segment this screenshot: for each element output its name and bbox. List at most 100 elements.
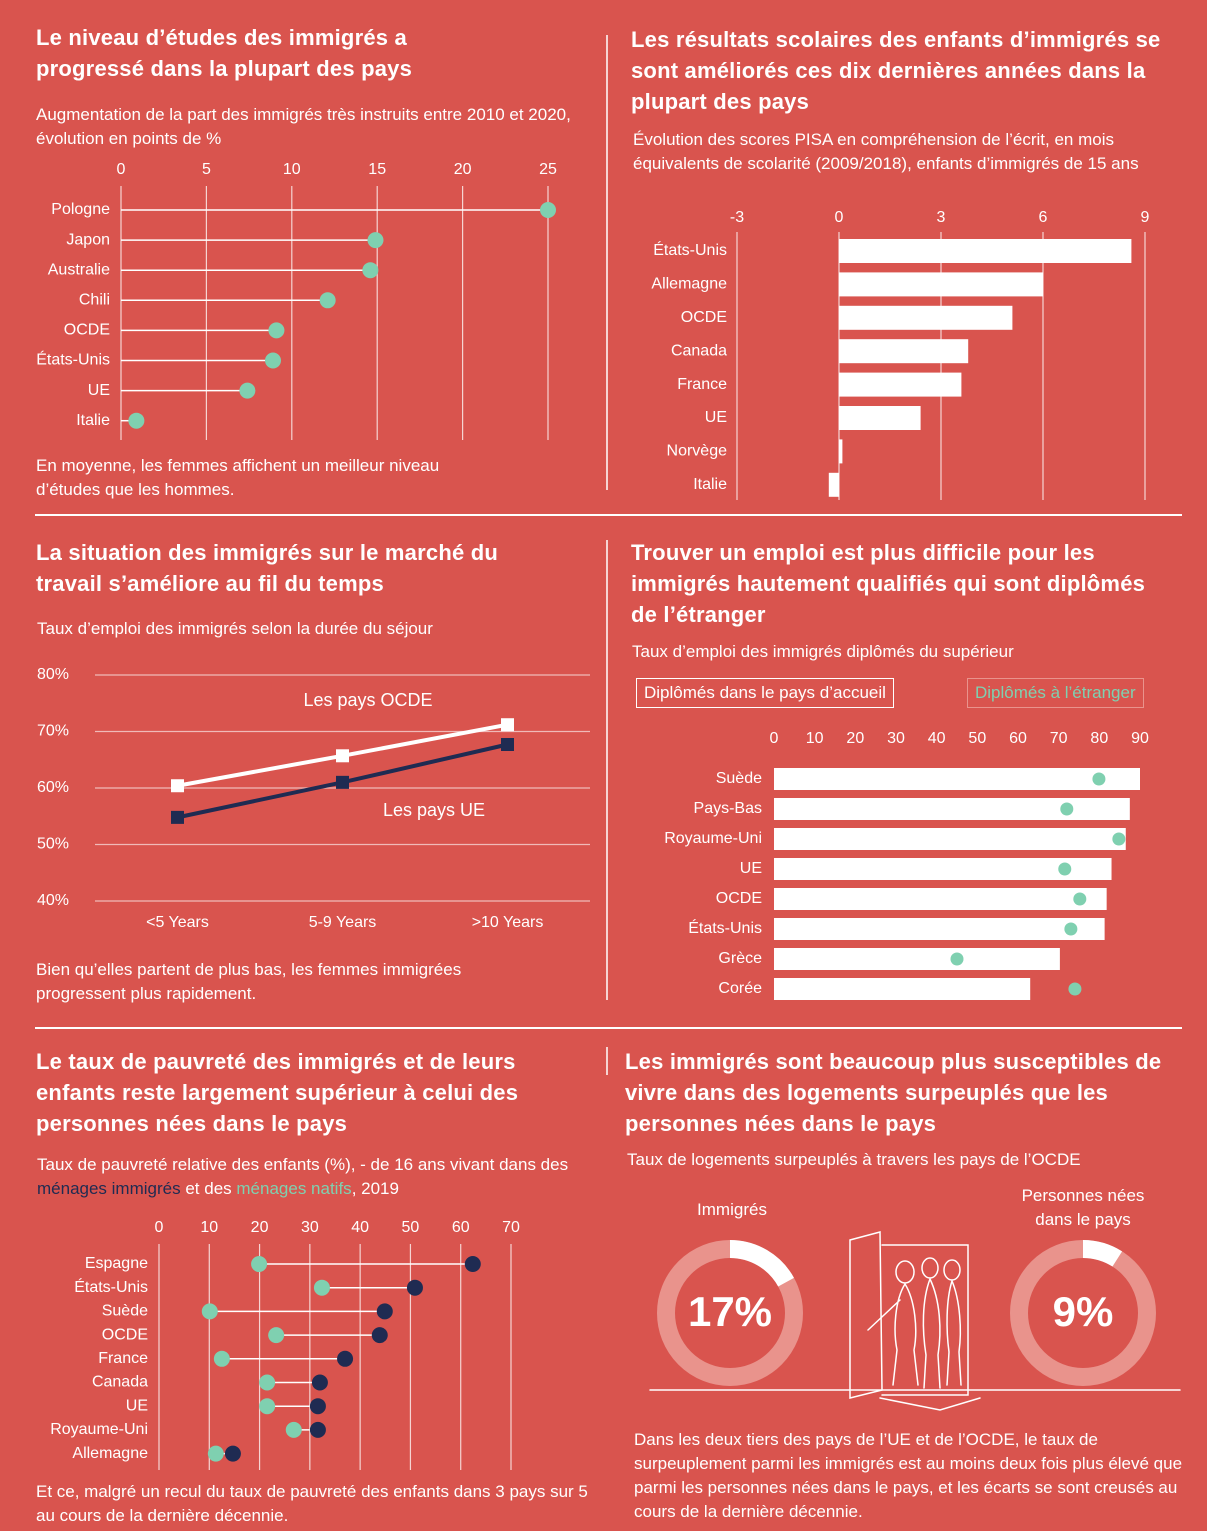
dot <box>224 1445 241 1462</box>
dot <box>1068 982 1082 996</box>
y-tick-label: Pays-Bas <box>694 800 762 817</box>
legend-item: ménages immigrés <box>37 1179 181 1198</box>
x-tick-label: 15 <box>368 161 386 178</box>
y-tick-label: France <box>98 1350 148 1367</box>
y-tick-label: Italie <box>693 476 727 493</box>
y-tick-label: États-Unis <box>688 918 762 937</box>
y-tick-label: Japon <box>66 231 110 248</box>
dot <box>319 292 336 309</box>
y-tick-label: Royaume-Uni <box>50 1421 148 1438</box>
bar <box>839 272 1043 297</box>
y-tick-label: 60% <box>37 779 69 796</box>
donut-arc <box>729 1240 794 1287</box>
dot <box>259 1374 276 1391</box>
dot <box>285 1421 302 1438</box>
dot <box>1058 862 1072 876</box>
dot <box>1064 922 1078 936</box>
x-tick-label: 20 <box>454 161 472 178</box>
chart-subtitle: Augmentation de la part des immigrés trè… <box>36 105 571 148</box>
chart-note: En moyenne, les femmes affichent un meil… <box>36 456 440 499</box>
y-tick-label: 80% <box>37 666 69 683</box>
y-tick-label: 50% <box>37 836 69 853</box>
marker <box>501 737 514 751</box>
x-tick-label: 50 <box>968 730 986 747</box>
chart-subtitle: Évolution des scores PISA en compréhensi… <box>633 130 1139 173</box>
y-tick-label: Italie <box>76 412 110 429</box>
y-tick-label: Chili <box>79 292 110 309</box>
marker <box>171 779 184 793</box>
series-label: Les pays UE <box>383 800 485 820</box>
chart-subtitle: Taux de pauvreté relative des enfants (%… <box>37 1153 612 1201</box>
chart-note: Dans les deux tiers des pays de l’UE et … <box>634 1430 1183 1521</box>
illustration <box>649 1231 1181 1411</box>
dot <box>251 1256 268 1272</box>
x-tick-label: 0 <box>770 730 779 747</box>
dot <box>268 322 285 339</box>
bar <box>774 978 1031 1000</box>
dot <box>337 1350 354 1367</box>
y-tick-label: Espagne <box>85 1255 148 1272</box>
y-tick-label: UE <box>88 382 110 399</box>
y-tick-label: OCDE <box>681 309 727 326</box>
y-tick-label: Grèce <box>718 950 762 967</box>
y-tick-label: Suède <box>716 770 762 787</box>
x-tick-label: 10 <box>806 730 824 747</box>
y-tick-label: Allemagne <box>651 276 727 293</box>
bar <box>839 305 1013 330</box>
chart-title: Le taux de pauvreté des immigrés et de l… <box>36 1049 519 1136</box>
bar <box>828 472 839 497</box>
x-tick-label: 10 <box>283 161 301 178</box>
y-tick-label: 40% <box>37 892 69 909</box>
bar <box>774 888 1107 910</box>
marker <box>501 718 514 732</box>
series-label: Les pays OCDE <box>303 690 432 710</box>
y-tick-label: OCDE <box>102 1326 148 1343</box>
dot <box>1092 772 1106 786</box>
y-tick-label: OCDE <box>64 322 110 339</box>
bar <box>839 439 843 464</box>
x-tick-label: >10 Years <box>472 914 544 931</box>
x-tick-label: 30 <box>301 1219 319 1236</box>
chart-subtitle: Taux d’emploi des immigrés diplômés du s… <box>632 642 1014 661</box>
dot <box>207 1445 224 1462</box>
chart-title: Trouver un emploi est plus difficile pou… <box>631 540 1146 627</box>
marker <box>336 775 349 789</box>
dot <box>362 262 379 279</box>
x-tick-label: 90 <box>1131 730 1149 747</box>
x-tick-label: 20 <box>251 1219 269 1236</box>
chart-title: Le niveau d’études des immigrés a progre… <box>36 25 413 81</box>
x-tick-label: 0 <box>835 209 844 226</box>
dot <box>540 202 556 218</box>
dot <box>128 412 145 429</box>
x-tick-label: 5-9 Years <box>309 914 377 931</box>
dot <box>313 1279 330 1296</box>
dot <box>311 1374 328 1391</box>
value-label: 17% <box>688 1288 772 1335</box>
x-tick-label: 5 <box>202 161 211 178</box>
dot <box>239 382 256 399</box>
x-tick-label: 40 <box>928 730 946 747</box>
legend-item: ménages natifs <box>236 1179 352 1198</box>
x-tick-label: 50 <box>402 1219 420 1236</box>
y-tick-label: UE <box>705 409 727 426</box>
y-tick-label: Royaume-Uni <box>664 830 762 847</box>
chart-title: Les immigrés sont beaucoup plus suscepti… <box>625 1049 1162 1136</box>
x-tick-label: 30 <box>887 730 905 747</box>
x-tick-label: 0 <box>117 161 126 178</box>
dot <box>213 1350 230 1367</box>
x-tick-label: 10 <box>200 1219 218 1236</box>
x-tick-label: 40 <box>351 1219 369 1236</box>
chart-subtitle: Taux de logements surpeuplés à travers l… <box>627 1150 1081 1169</box>
y-tick-label: France <box>677 376 727 393</box>
x-tick-label: 80 <box>1090 730 1108 747</box>
dot <box>309 1421 326 1438</box>
x-tick-label: 3 <box>937 209 946 226</box>
chart-title: Les résultats scolaires des enfants d’im… <box>631 27 1161 114</box>
dot <box>1060 802 1074 816</box>
y-tick-label: Suède <box>102 1303 148 1320</box>
chart-title: La situation des immigrés sur le marché … <box>36 540 498 596</box>
dot <box>376 1303 393 1320</box>
subtitle-text: Taux de pauvreté relative des enfants (%… <box>37 1155 569 1174</box>
x-tick-label: 70 <box>1050 730 1068 747</box>
